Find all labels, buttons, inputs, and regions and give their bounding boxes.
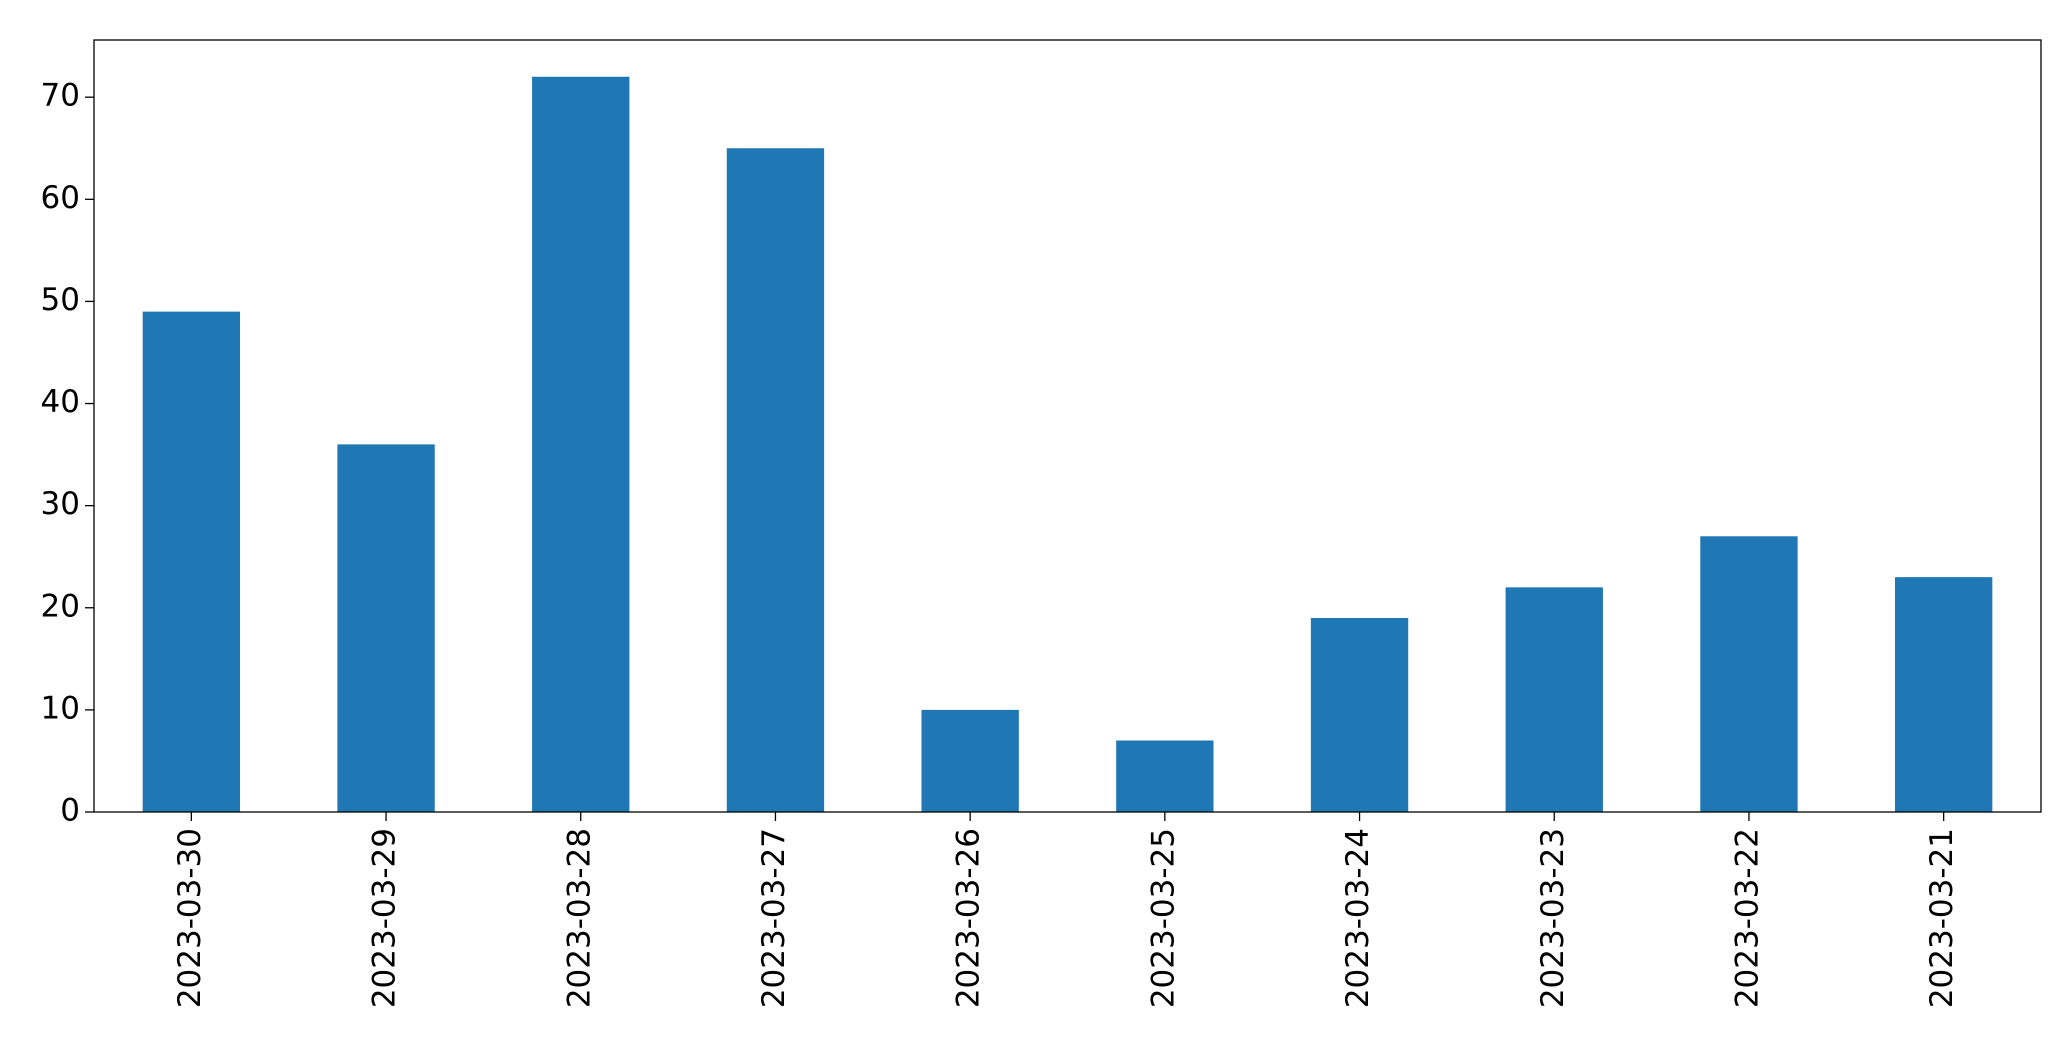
x-tick-label: 2023-03-25	[1145, 828, 1181, 1008]
x-tick-label: 2023-03-21	[1924, 828, 1960, 1008]
x-tick-label: 2023-03-22	[1729, 828, 1765, 1008]
y-tick-label: 50	[41, 282, 80, 318]
x-tick-label: 2023-03-27	[756, 828, 792, 1008]
bar	[726, 148, 825, 812]
bar	[1700, 536, 1798, 812]
y-tick-label: 0	[60, 793, 80, 829]
plot-frame	[93, 39, 2042, 813]
x-tick-label: 2023-03-29	[367, 828, 403, 1008]
bar	[142, 311, 241, 812]
bar	[1116, 740, 1214, 812]
y-tick-label: 70	[41, 78, 80, 114]
bar	[1310, 617, 1409, 812]
x-tick-label: 2023-03-28	[561, 828, 597, 1008]
bar	[1894, 577, 1993, 812]
x-tick-label: 2023-03-24	[1340, 828, 1376, 1008]
y-tick-label: 40	[41, 384, 80, 420]
x-tick-label: 2023-03-26	[951, 828, 987, 1008]
bar	[337, 444, 435, 812]
y-tick-label: 60	[41, 180, 80, 216]
x-tick-label: 2023-03-30	[172, 828, 208, 1008]
y-tick-label: 10	[41, 690, 80, 726]
y-tick-label: 30	[41, 486, 80, 522]
bar	[1505, 587, 1603, 812]
y-tick-label: 20	[41, 588, 80, 624]
bar	[532, 76, 630, 812]
x-tick-label: 2023-03-23	[1535, 828, 1571, 1008]
bar	[921, 709, 1019, 812]
